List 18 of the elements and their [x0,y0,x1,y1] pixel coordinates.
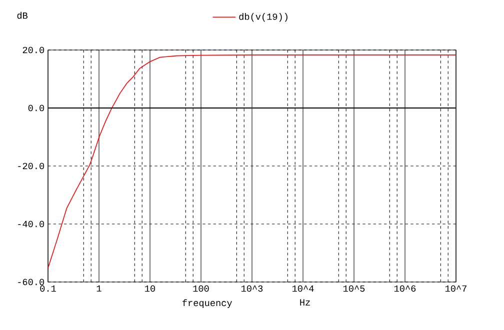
x-tick-label: 10^3 [241,285,263,292]
x-tick-label: 10^5 [343,285,365,292]
y-tick-label: -40.0 [18,220,44,228]
x-tick-label: 10^6 [394,285,416,292]
x-tick-label: 10 [145,285,156,292]
x-axis-title: frequency [182,299,232,308]
x-tick-label: 10^4 [292,285,314,292]
text: Hz [300,299,310,306]
x-tick-label: 10^7 [445,285,466,292]
x-tick-label: 1 [96,285,102,292]
x-tick-label: 100 [193,285,209,292]
y-tick-label: 0.0 [28,104,44,112]
y-tick-label: 20.0 [22,46,44,54]
y-tick-label: -20.0 [18,162,44,170]
y-tick-label: -60.0 [18,278,44,286]
y-axis-title: dB [17,12,28,19]
x-tick-label: 0.1 [40,285,56,292]
legend-label: db(v(19)) [239,13,288,22]
